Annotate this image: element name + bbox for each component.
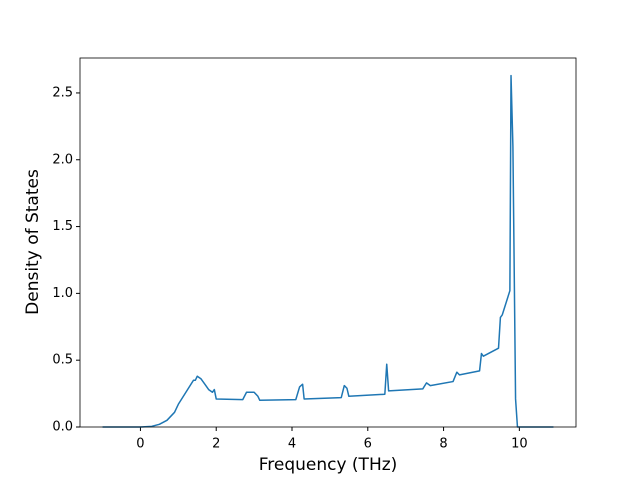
- y-tick-label: 0.5: [52, 353, 73, 368]
- y-tick-label: 2.0: [52, 152, 73, 167]
- x-axis-label: Frequency (THz): [259, 455, 398, 475]
- y-tick-label: 1.0: [52, 286, 73, 301]
- y-tick-label: 1.5: [52, 219, 73, 234]
- x-tick-label: 8: [439, 437, 447, 452]
- y-tick-label: 0.0: [52, 420, 73, 435]
- x-tick-label: 6: [364, 437, 372, 452]
- line: [102, 74, 554, 428]
- x-tick-label: 0: [136, 437, 144, 452]
- x-tick-label: 4: [288, 437, 296, 452]
- y-tick-label: 2.5: [52, 85, 73, 100]
- x-tick-label: 2: [212, 437, 220, 452]
- y-axis-label: Density of States: [23, 169, 43, 315]
- plot-frame: [79, 57, 577, 428]
- x-tick-label: 10: [511, 437, 528, 452]
